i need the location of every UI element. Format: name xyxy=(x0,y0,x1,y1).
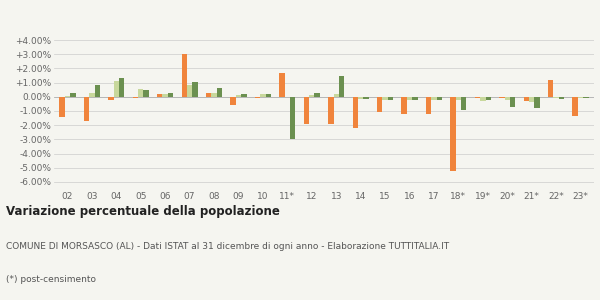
Bar xyxy=(480,97,485,101)
Bar xyxy=(401,97,407,114)
Bar xyxy=(290,97,295,140)
Bar xyxy=(255,97,260,98)
Bar xyxy=(304,97,309,124)
Bar xyxy=(182,54,187,97)
Bar xyxy=(157,94,163,97)
Bar xyxy=(138,89,143,97)
Bar xyxy=(192,82,197,97)
Bar xyxy=(412,97,418,100)
Bar xyxy=(529,97,535,103)
Bar xyxy=(217,88,222,97)
Bar xyxy=(578,97,583,98)
Bar xyxy=(279,73,284,97)
Bar xyxy=(358,97,364,99)
Text: (*) post-censimento: (*) post-censimento xyxy=(6,275,96,284)
Bar xyxy=(461,97,466,110)
Bar xyxy=(535,97,540,108)
Bar xyxy=(328,97,334,124)
Bar xyxy=(108,97,113,101)
Bar xyxy=(524,97,529,101)
Bar xyxy=(133,97,138,98)
Bar xyxy=(236,95,241,97)
Bar xyxy=(583,97,589,98)
Bar xyxy=(230,97,236,105)
Bar xyxy=(211,93,217,97)
Bar xyxy=(353,97,358,128)
Text: COMUNE DI MORSASCO (AL) - Dati ISTAT al 31 dicembre di ogni anno - Elaborazione : COMUNE DI MORSASCO (AL) - Dati ISTAT al … xyxy=(6,242,449,251)
Bar xyxy=(499,97,505,98)
Bar xyxy=(334,94,339,97)
Bar xyxy=(475,97,480,98)
Bar xyxy=(95,85,100,97)
Bar xyxy=(119,78,124,97)
Bar xyxy=(456,97,461,100)
Bar xyxy=(382,97,388,100)
Bar xyxy=(505,97,510,101)
Bar xyxy=(59,97,65,117)
Bar xyxy=(377,97,382,112)
Bar xyxy=(437,97,442,100)
Bar xyxy=(206,93,211,97)
Bar xyxy=(548,80,553,97)
Bar xyxy=(559,97,564,99)
Bar xyxy=(266,94,271,97)
Bar xyxy=(485,97,491,100)
Text: Variazione percentuale della popolazione: Variazione percentuale della popolazione xyxy=(6,205,280,218)
Bar xyxy=(241,94,247,97)
Bar xyxy=(407,97,412,100)
Bar xyxy=(451,97,456,171)
Bar xyxy=(70,93,76,97)
Bar xyxy=(187,85,192,97)
Bar xyxy=(65,96,70,97)
Bar xyxy=(113,81,119,97)
Bar xyxy=(431,97,437,100)
Bar xyxy=(339,76,344,97)
Bar xyxy=(143,90,149,97)
Bar xyxy=(163,94,168,97)
Bar xyxy=(364,97,369,99)
Bar xyxy=(553,97,559,98)
Bar xyxy=(388,97,393,100)
Bar xyxy=(168,93,173,97)
Bar xyxy=(309,95,314,97)
Bar xyxy=(89,93,95,97)
Bar xyxy=(314,93,320,97)
Bar xyxy=(84,97,89,121)
Bar xyxy=(510,97,515,107)
Bar xyxy=(260,94,266,97)
Bar xyxy=(572,97,578,116)
Bar xyxy=(426,97,431,114)
